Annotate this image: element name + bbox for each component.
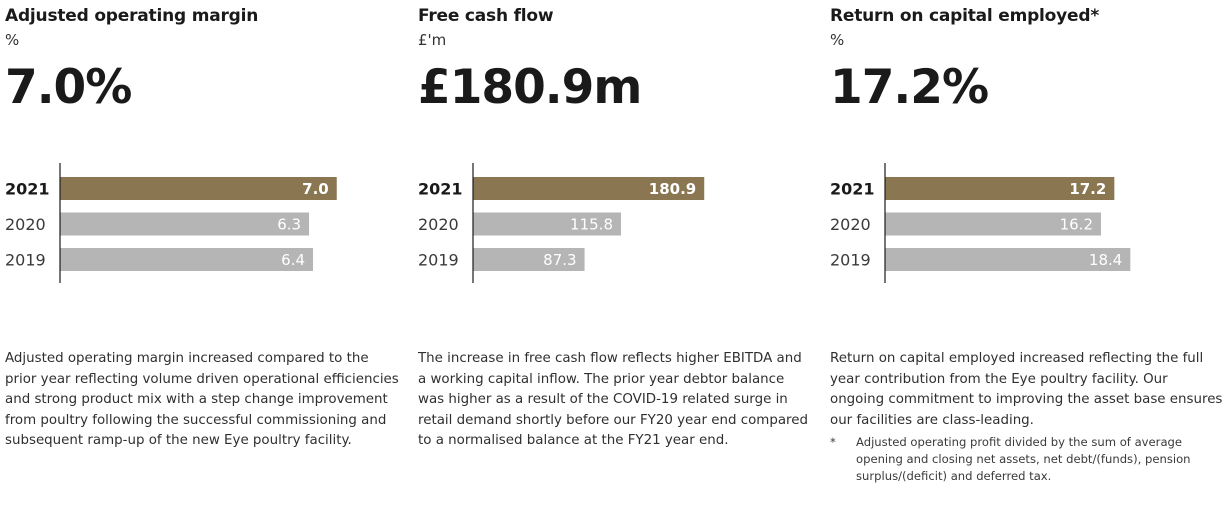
y-tick-label: 2019 (830, 251, 871, 270)
footnote-marker: * (830, 435, 836, 449)
y-tick-label: 2021 (830, 180, 875, 199)
data-label: 115.8 (570, 216, 613, 234)
kpi-panel-free-cash-flow: Free cash flow £'m £180.9m 2021 180.9 2020… (418, 0, 818, 505)
kpi-headline-value: 17.2% (830, 60, 989, 115)
kpi-title: Return on capital employed* (830, 6, 1100, 26)
y-tick-label: 2020 (830, 215, 871, 234)
y-tick-label: 2020 (5, 215, 46, 234)
bar-2021 (885, 177, 1115, 200)
footnote-text: Adjusted operating profit divided by the… (856, 435, 1191, 483)
free-cash-flow-bar-chart: 2021 180.9 2020 115.8 2019 87.3 (418, 163, 705, 283)
bar-2019 (885, 248, 1131, 271)
kpi-headline-value: £180.9m (418, 60, 642, 115)
kpi-description: Return on capital employed increased ref… (830, 351, 1223, 428)
kpi-headline-value: 7.0% (5, 60, 132, 115)
bar-2021 (60, 177, 337, 200)
data-label: 6.4 (281, 251, 305, 269)
data-label: 6.3 (277, 216, 301, 234)
y-tick-label: 2021 (418, 180, 463, 199)
bar-2019 (473, 248, 585, 271)
data-label: 87.3 (543, 251, 576, 269)
y-tick-label: 2019 (5, 251, 46, 270)
y-tick-label: 2021 (5, 180, 50, 199)
kpi-unit: % (830, 31, 845, 49)
bar-2020 (885, 212, 1101, 236)
kpi-panel-roce: Return on capital employed* % 17.2% 2021… (830, 0, 1229, 505)
kpi-unit: % (5, 31, 20, 49)
bar-2019 (60, 248, 314, 271)
bar-2020 (473, 212, 622, 236)
data-label: 17.2 (1069, 180, 1106, 198)
kpi-description: Adjusted operating margin increased comp… (5, 351, 399, 448)
bar-2021 (473, 177, 705, 200)
kpi-title: Adjusted operating margin (5, 6, 259, 26)
kpi-description: The increase in free cash flow reflects … (418, 351, 808, 448)
kpi-unit: £'m (418, 31, 447, 49)
kpi-title: Free cash flow (418, 6, 554, 26)
data-label: 18.4 (1089, 251, 1122, 269)
data-label: 180.9 (649, 180, 696, 198)
y-tick-label: 2020 (418, 215, 459, 234)
data-label: 7.0 (302, 180, 329, 198)
kpi-panel-operating-margin: Adjusted operating margin % 7.0% 2021 7.0… (5, 0, 405, 505)
footnote: * Adjusted operating profit divided by t… (830, 434, 1222, 485)
y-tick-label: 2019 (418, 251, 459, 270)
roce-bar-chart: 2021 17.2 2020 16.2 2019 18.4 (830, 163, 1131, 283)
operating-margin-bar-chart: 2021 7.0 2020 6.3 2019 6.4 (5, 163, 337, 283)
data-label: 16.2 (1060, 216, 1093, 234)
bar-2020 (60, 212, 310, 236)
